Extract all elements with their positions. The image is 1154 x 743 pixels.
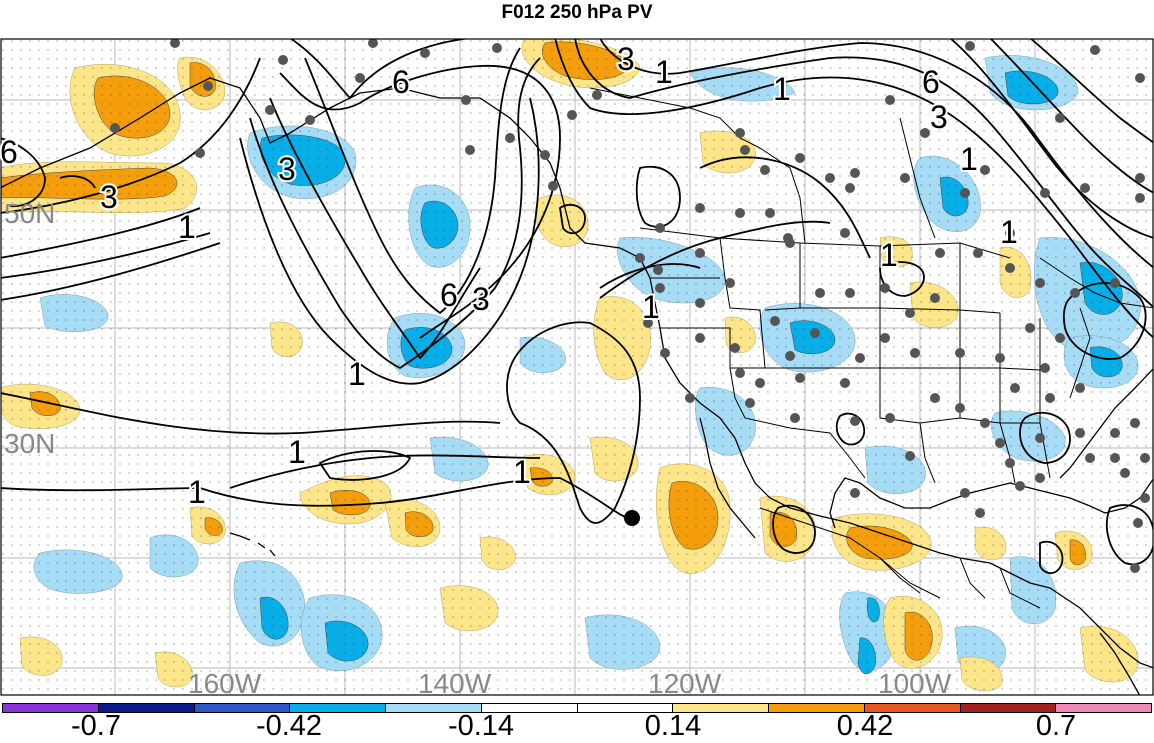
marker-dot bbox=[624, 510, 640, 526]
contour-label: 1 bbox=[288, 434, 306, 470]
colorbar-segment bbox=[769, 704, 865, 712]
stipple-overlay bbox=[1, 39, 1153, 695]
lon-label-100w: 100W bbox=[878, 668, 952, 696]
lat-label-50n: 50N bbox=[4, 198, 55, 229]
colorbar-segment bbox=[98, 704, 195, 712]
pv-contours bbox=[1, 39, 1153, 575]
map-title: F012 250 hPa PV bbox=[501, 2, 653, 23]
colorbar-tick-label: -0.7 bbox=[71, 710, 121, 742]
colorbar-segment bbox=[864, 704, 961, 712]
contour-label: 1 bbox=[188, 474, 206, 510]
colorbar-segment bbox=[1056, 704, 1151, 712]
lon-label-160w: 160W bbox=[188, 668, 262, 696]
colorbar-tick-label: 0.42 bbox=[836, 710, 894, 742]
contour-label: 1 bbox=[642, 289, 660, 325]
contour-label: 3 bbox=[617, 41, 635, 77]
colorbar-segment bbox=[960, 704, 1057, 712]
contour-label: 1 bbox=[960, 141, 978, 177]
station-dots bbox=[110, 39, 1150, 573]
contour-label: 1 bbox=[655, 54, 673, 90]
contour-label: 1 bbox=[178, 209, 196, 245]
contour-label: 3 bbox=[100, 179, 118, 215]
colorbar-segment bbox=[386, 704, 482, 712]
lon-label-120w: 120W bbox=[648, 668, 722, 696]
contour-label: 1 bbox=[513, 454, 531, 490]
contour-label: 6 bbox=[922, 64, 940, 100]
lat-label-30n: 30N bbox=[4, 428, 55, 459]
contour-label: 1 bbox=[880, 237, 898, 273]
colorbar-tick-label: 0.14 bbox=[644, 710, 702, 742]
colorbar-segment bbox=[290, 704, 386, 712]
pv-map: 50N 30N 160W 140W 120W 100W 3 1 6 3 1 1 … bbox=[0, 38, 1154, 696]
contour-label: 1 bbox=[1000, 214, 1018, 250]
contour-label: 3 bbox=[930, 99, 948, 135]
lon-label-140w: 140W bbox=[418, 668, 492, 696]
colorbar-labels: -0.7 -0.42 -0.14 0.14 0.42 0.7 bbox=[0, 710, 1154, 742]
colorbar-tick-label: -0.14 bbox=[447, 710, 515, 742]
contour-label: 6 bbox=[0, 134, 18, 170]
contour-label: 6 bbox=[392, 64, 410, 100]
contour-label: 1 bbox=[348, 356, 366, 392]
colorbar-segment bbox=[577, 704, 674, 712]
colorbar-segment bbox=[194, 704, 291, 712]
colorbar-tick-label: 0.7 bbox=[1035, 710, 1077, 742]
contour-label: 6 bbox=[440, 277, 458, 313]
contour-label: 1 bbox=[773, 71, 791, 107]
colorbar-segment bbox=[673, 704, 769, 712]
colorbar-segment bbox=[481, 704, 578, 712]
colorbar bbox=[2, 703, 1152, 713]
contour-label: 3 bbox=[278, 151, 296, 187]
contour-label: 3 bbox=[472, 281, 490, 317]
colorbar-tick-label: -0.42 bbox=[255, 710, 323, 742]
political-borders bbox=[589, 87, 1153, 609]
colorbar-segment bbox=[3, 704, 99, 712]
